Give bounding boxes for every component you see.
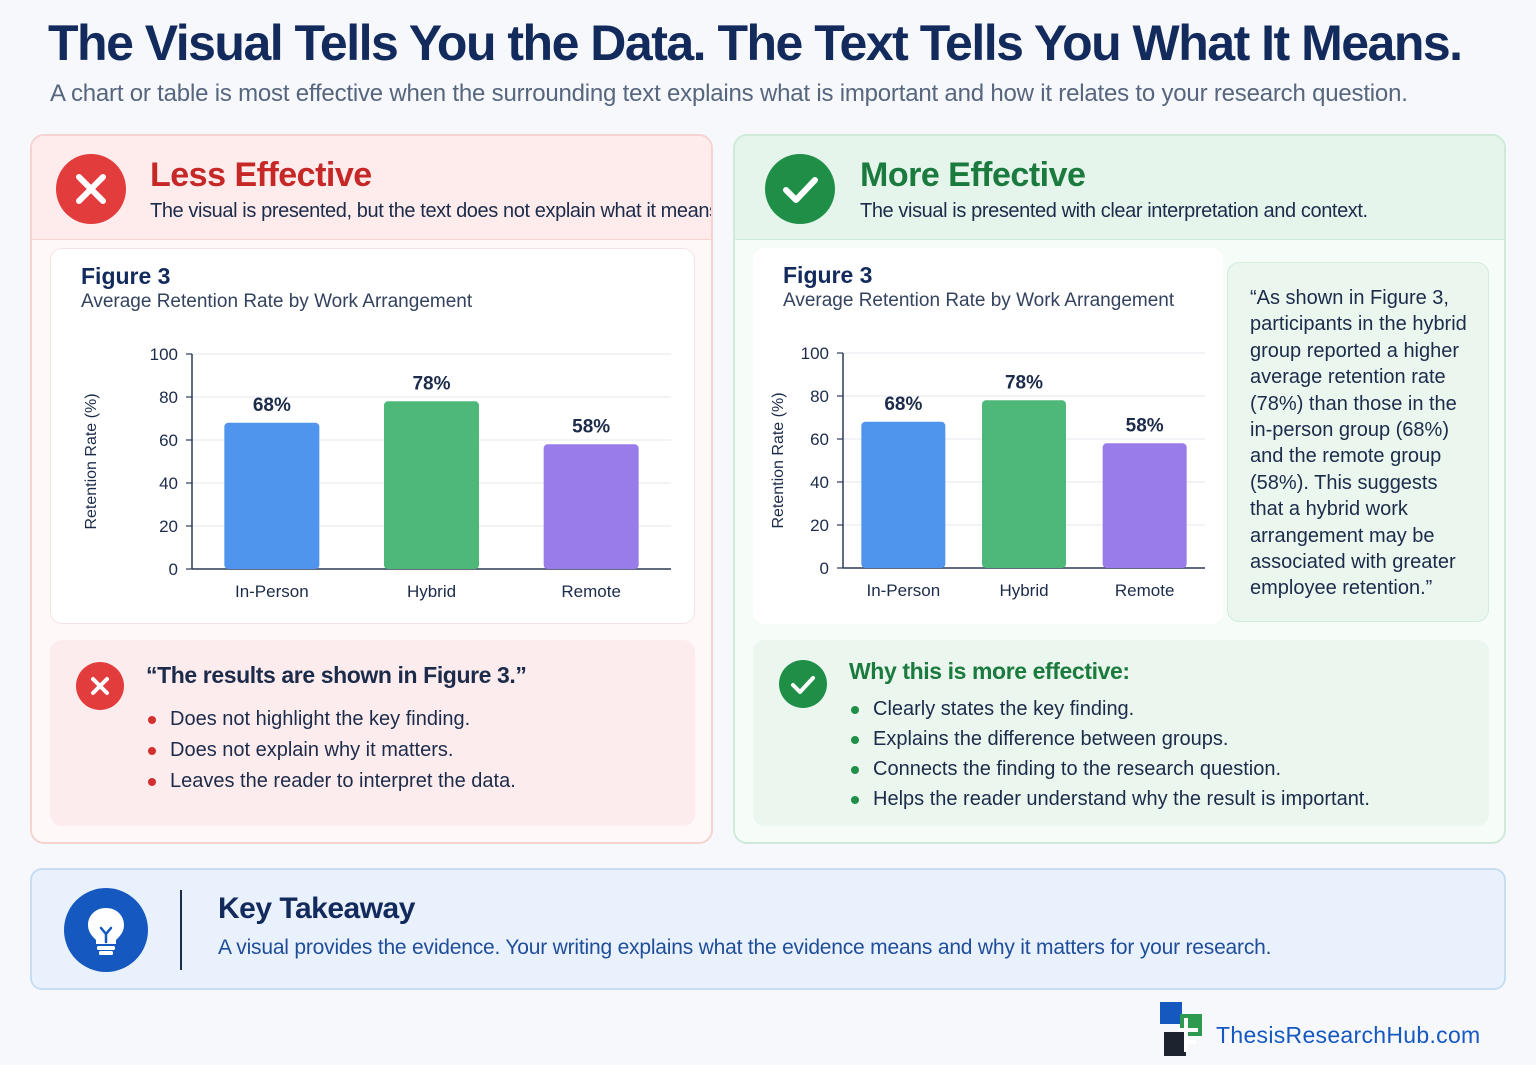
y-tick-label: 100 [150, 345, 178, 364]
takeaway-text: A visual provides the evidence. Your wri… [218, 936, 1272, 959]
more-effective-panel: More Effective The visual is presented w… [733, 134, 1506, 844]
quote-line: in-person group (68%) [1250, 419, 1449, 442]
page-subtitle: A chart or table is most effective when … [50, 80, 1408, 107]
list-item: Does not explain why it matters. [146, 735, 516, 766]
y-tick-label: 0 [820, 559, 829, 578]
bar-remote [543, 444, 639, 569]
list-item: Connects the finding to the research que… [849, 754, 1370, 784]
y-tick-label: 40 [810, 473, 829, 492]
y-tick-label: 60 [159, 431, 178, 450]
more-effective-note: Why this is more effective: Clearly stat… [753, 640, 1489, 826]
bar-chart-right: 0 20 40 60 80 100 Retention Rate (%) 68% In-Pers… [770, 344, 1205, 600]
bar-in-person [861, 421, 946, 568]
quote-line: arrangement may be [1250, 524, 1435, 547]
y-tick-label: 80 [810, 387, 829, 406]
x-icon [56, 154, 126, 224]
quote-line: and the remote group [1250, 445, 1442, 468]
more-effective-header: More Effective The visual is presented w… [735, 136, 1504, 240]
logo-icon [1160, 1002, 1202, 1056]
figure-label: Figure 3 [81, 263, 171, 289]
less-effective-heading: Less Effective [150, 156, 372, 194]
more-effective-heading: More Effective [860, 156, 1086, 194]
y-tick-label: 100 [801, 344, 829, 363]
divider [180, 890, 182, 970]
y-tick-label: 80 [159, 388, 178, 407]
less-effective-note: “The results are shown in Figure 3.” Doe… [50, 640, 695, 826]
x-tick-label: Hybrid [407, 582, 456, 601]
less-effective-panel: Less Effective The visual is presented, … [30, 134, 713, 844]
data-label: 58% [1126, 415, 1164, 436]
y-tick-label: 20 [159, 517, 178, 536]
figure-caption: Average Retention Rate by Work Arrangeme… [783, 290, 1175, 311]
figure-caption: Average Retention Rate by Work Arrangeme… [81, 291, 473, 312]
list-item: Does not highlight the key finding. [146, 704, 516, 735]
quote-line: (78%) than those in the [1250, 392, 1457, 415]
y-axis-label: Retention Rate (%) [770, 392, 787, 528]
strengths-list: Clearly states the key finding. Explains… [849, 694, 1370, 814]
more-effective-subheading: The visual is presented with clear inter… [860, 200, 1368, 222]
data-label: 78% [1005, 372, 1043, 393]
y-tick-label: 0 [169, 560, 178, 579]
bar-chart-left: 0 20 40 60 80 100 Retention Rate (%) 68% In-Pers… [83, 345, 671, 601]
less-effective-header: Less Effective The visual is presented, … [32, 136, 711, 240]
quote-line: “As shown in Figure 3, [1250, 287, 1449, 309]
figure-label: Figure 3 [783, 262, 873, 288]
y-axis-label: Retention Rate (%) [83, 393, 100, 529]
list-item: Helps the reader understand why the resu… [849, 784, 1370, 814]
quote-line: associated with greater [1250, 551, 1456, 574]
x-icon [76, 662, 124, 710]
figure-card-left: Figure 3 Average Retention Rate by Work … [50, 248, 695, 624]
why-effective-title: Why this is more effective: [849, 658, 1130, 684]
y-tick-label: 60 [810, 430, 829, 449]
bar-in-person [224, 422, 320, 569]
bar-hybrid [982, 400, 1066, 568]
y-tick-label: 20 [810, 516, 829, 535]
check-icon [779, 660, 827, 708]
quote-line: group reported a higher [1250, 339, 1460, 362]
bar-remote [1102, 443, 1187, 568]
page-title: The Visual Tells You the Data. The Text … [48, 15, 1463, 71]
figure-card-right: Figure 3 Average Retention Rate by Work … [753, 248, 1223, 624]
x-tick-label: In-Person [235, 582, 309, 601]
x-tick-label: Hybrid [999, 581, 1048, 600]
x-tick-label: Remote [561, 582, 621, 601]
check-icon [765, 154, 835, 224]
list-item: Explains the difference between groups. [849, 724, 1370, 754]
quote-line: average retention rate [1250, 366, 1446, 389]
y-tick-label: 40 [159, 474, 178, 493]
list-item: Leaves the reader to interpret the data. [146, 766, 516, 797]
brand-name: ThesisResearchHub.com [1216, 1022, 1481, 1048]
x-tick-label: In-Person [866, 581, 940, 600]
weakness-list: Does not highlight the key finding. Does… [146, 704, 516, 797]
less-effective-subheading: The visual is presented, but the text do… [150, 200, 713, 222]
lightbulb-icon [64, 888, 148, 972]
data-label: 58% [572, 416, 610, 437]
list-item: Clearly states the key finding. [849, 694, 1370, 724]
data-label: 68% [884, 394, 922, 415]
data-label: 68% [253, 395, 291, 416]
data-label: 78% [412, 373, 450, 394]
quote-line: employee retention.” [1250, 577, 1433, 600]
key-takeaway: Key Takeaway A visual provides the evide… [30, 868, 1506, 990]
interpretation-quote: “As shown in Figure 3, participants in t… [1227, 262, 1489, 622]
quote-line: (58%). This suggests [1250, 471, 1438, 494]
takeaway-title: Key Takeaway [218, 892, 415, 925]
x-tick-label: Remote [1115, 581, 1175, 600]
quote-line: participants in the hybrid [1250, 313, 1467, 336]
weak-statement: “The results are shown in Figure 3.” [146, 662, 527, 688]
quote-line: that a hybrid work [1250, 498, 1408, 521]
bar-hybrid [384, 401, 479, 569]
